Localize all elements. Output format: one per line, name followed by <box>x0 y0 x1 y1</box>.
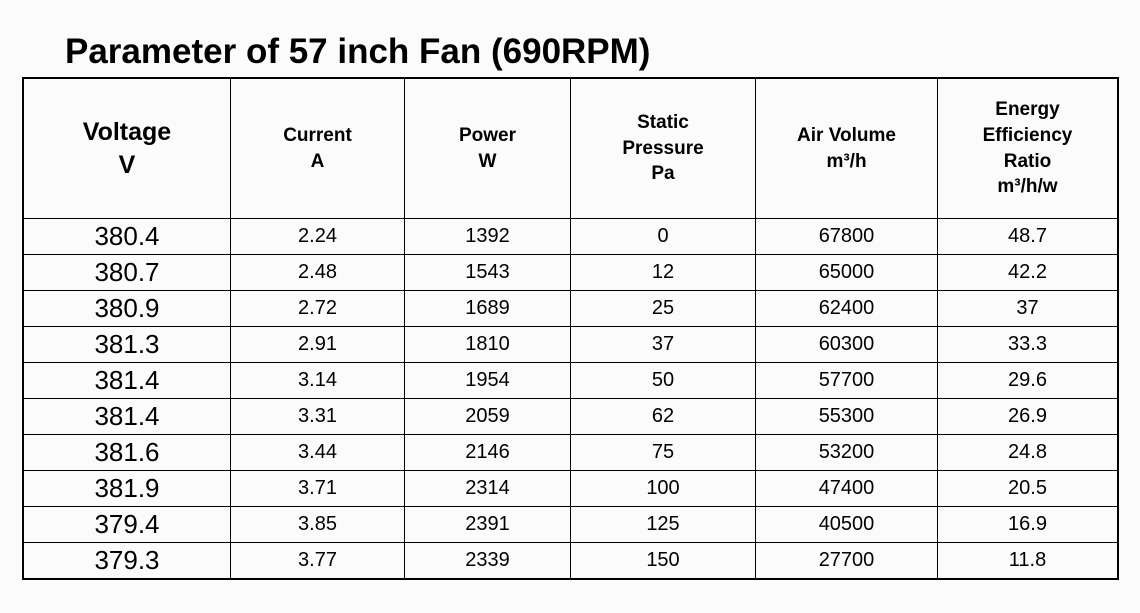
header-row: Voltage V Current A Power W Static Pressure… <box>22 77 1119 219</box>
cell-air-volume: 27700 <box>755 542 938 580</box>
cell-energy-efficiency-ratio: 42.2 <box>937 254 1119 291</box>
cell-voltage: 381.3 <box>22 326 231 363</box>
cell-voltage: 381.4 <box>22 398 231 435</box>
fan-parameters-table: Voltage V Current A Power W Static Pressure… <box>22 77 1119 580</box>
table-row: 380.7 2.48 1543 12 65000 42.2 <box>22 254 1119 291</box>
cell-voltage: 381.4 <box>22 362 231 399</box>
cell-power: 2314 <box>404 470 571 507</box>
cell-air-volume: 62400 <box>755 290 938 327</box>
cell-energy-efficiency-ratio: 16.9 <box>937 506 1119 543</box>
cell-static-pressure: 100 <box>570 470 756 507</box>
table-body: 380.4 2.24 1392 0 67800 48.7 380.7 2.48 1543 12 65… <box>22 218 1119 580</box>
cell-current: 3.31 <box>230 398 405 435</box>
cell-voltage: 380.7 <box>22 254 231 291</box>
cell-power: 2339 <box>404 542 571 580</box>
cell-energy-efficiency-ratio: 20.5 <box>937 470 1119 507</box>
cell-power: 1392 <box>404 218 571 255</box>
page-title: Parameter of 57 inch Fan (690RPM) <box>65 32 651 72</box>
header-cell-voltage: Voltage V <box>22 77 231 219</box>
header-cell-current: Current A <box>230 77 405 219</box>
table-row: 380.4 2.24 1392 0 67800 48.7 <box>22 218 1119 255</box>
cell-power: 1543 <box>404 254 571 291</box>
header-cell-power: Power W <box>404 77 571 219</box>
cell-energy-efficiency-ratio: 37 <box>937 290 1119 327</box>
cell-power: 1954 <box>404 362 571 399</box>
cell-air-volume: 67800 <box>755 218 938 255</box>
header-cell-energy-efficiency-ratio: Energy Efficiency Ratio m³/h/w <box>937 77 1119 219</box>
cell-air-volume: 65000 <box>755 254 938 291</box>
cell-energy-efficiency-ratio: 11.8 <box>937 542 1119 580</box>
cell-energy-efficiency-ratio: 33.3 <box>937 326 1119 363</box>
cell-current: 3.14 <box>230 362 405 399</box>
cell-voltage: 379.4 <box>22 506 231 543</box>
header-cell-static-pressure: Static Pressure Pa <box>570 77 756 219</box>
cell-air-volume: 60300 <box>755 326 938 363</box>
table-row: 381.6 3.44 2146 75 53200 24.8 <box>22 434 1119 471</box>
cell-static-pressure: 50 <box>570 362 756 399</box>
cell-air-volume: 57700 <box>755 362 938 399</box>
cell-air-volume: 40500 <box>755 506 938 543</box>
table-row: 381.9 3.71 2314 100 47400 20.5 <box>22 470 1119 507</box>
table-row: 379.4 3.85 2391 125 40500 16.9 <box>22 506 1119 543</box>
cell-voltage: 379.3 <box>22 542 231 580</box>
cell-power: 2059 <box>404 398 571 435</box>
cell-static-pressure: 37 <box>570 326 756 363</box>
cell-energy-efficiency-ratio: 26.9 <box>937 398 1119 435</box>
table-row: 379.3 3.77 2339 150 27700 11.8 <box>22 542 1119 580</box>
cell-static-pressure: 75 <box>570 434 756 471</box>
cell-current: 2.48 <box>230 254 405 291</box>
cell-air-volume: 55300 <box>755 398 938 435</box>
cell-power: 1810 <box>404 326 571 363</box>
cell-static-pressure: 12 <box>570 254 756 291</box>
cell-voltage: 381.6 <box>22 434 231 471</box>
cell-static-pressure: 150 <box>570 542 756 580</box>
cell-voltage: 380.4 <box>22 218 231 255</box>
cell-energy-efficiency-ratio: 29.6 <box>937 362 1119 399</box>
table-row: 381.4 3.14 1954 50 57700 29.6 <box>22 362 1119 399</box>
table-row: 381.3 2.91 1810 37 60300 33.3 <box>22 326 1119 363</box>
table-header: Voltage V Current A Power W Static Pressure… <box>22 77 1119 219</box>
cell-current: 2.72 <box>230 290 405 327</box>
cell-current: 2.24 <box>230 218 405 255</box>
cell-power: 1689 <box>404 290 571 327</box>
cell-current: 3.71 <box>230 470 405 507</box>
cell-static-pressure: 25 <box>570 290 756 327</box>
cell-static-pressure: 125 <box>570 506 756 543</box>
table-row: 380.9 2.72 1689 25 62400 37 <box>22 290 1119 327</box>
cell-static-pressure: 0 <box>570 218 756 255</box>
cell-energy-efficiency-ratio: 24.8 <box>937 434 1119 471</box>
cell-current: 3.77 <box>230 542 405 580</box>
cell-power: 2146 <box>404 434 571 471</box>
cell-static-pressure: 62 <box>570 398 756 435</box>
header-cell-air-volume: Air Volume m³/h <box>755 77 938 219</box>
cell-air-volume: 53200 <box>755 434 938 471</box>
cell-current: 3.44 <box>230 434 405 471</box>
cell-voltage: 381.9 <box>22 470 231 507</box>
table-row: 381.4 3.31 2059 62 55300 26.9 <box>22 398 1119 435</box>
cell-air-volume: 47400 <box>755 470 938 507</box>
cell-power: 2391 <box>404 506 571 543</box>
cell-energy-efficiency-ratio: 48.7 <box>937 218 1119 255</box>
cell-voltage: 380.9 <box>22 290 231 327</box>
cell-current: 2.91 <box>230 326 405 363</box>
cell-current: 3.85 <box>230 506 405 543</box>
